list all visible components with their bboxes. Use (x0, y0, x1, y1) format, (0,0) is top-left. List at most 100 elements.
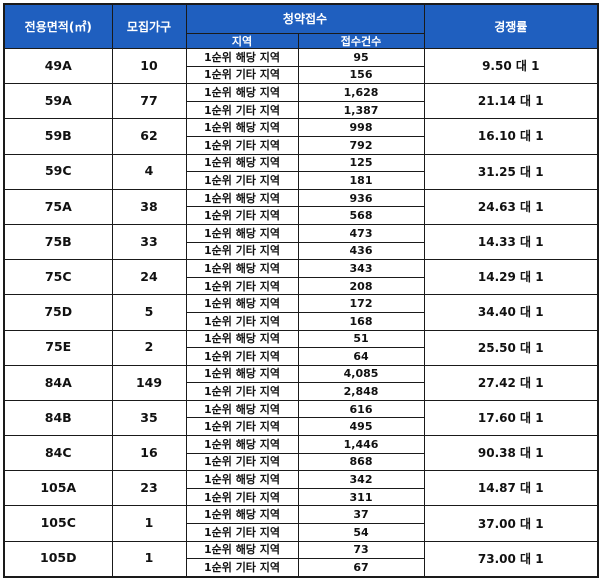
unit-type-cell: 59A (3, 83, 113, 120)
competition-rate-cell: 27.42 대 1 (423, 364, 599, 401)
table-row: 49A 10 1순위 해당 지역 95 9.50 대 1 (3, 47, 599, 85)
competition-rate-cell: 14.33 대 1 (423, 223, 599, 261)
table-row: 1순위 기타 지역 568 (4, 206, 598, 225)
count-local-cell: 51 (297, 329, 425, 349)
region-local-cell: 1순위 해당 지역 (185, 505, 299, 525)
table-row: 59C 4 1순위 해당 지역 125 31.25 대 1 (3, 153, 599, 190)
count-local-cell: 342 (297, 470, 425, 489)
competition-rate-cell: 37.00 대 1 (423, 505, 599, 542)
households-cell: 62 (111, 118, 187, 155)
region-other-cell: 1순위 기타 지역 (185, 558, 299, 578)
count-local-cell: 616 (297, 399, 425, 419)
table-row: 1순위 기타 지역 64 (4, 347, 598, 366)
count-other-cell: 181 (297, 171, 425, 190)
competition-rate-cell: 14.87 대 1 (423, 470, 599, 507)
unit-type-cell: 75D (3, 294, 113, 331)
households-cell: 23 (111, 470, 187, 507)
table-row: 105A 23 1순위 해당 지역 342 14.87 대 1 (3, 470, 599, 507)
competition-rate-cell: 9.50 대 1 (423, 47, 599, 85)
count-local-cell: 343 (297, 259, 425, 278)
households-cell: 35 (111, 399, 187, 437)
unit-type-cell: 75C (3, 259, 113, 296)
households-cell: 16 (111, 435, 187, 472)
unit-type-cell: 105D (3, 540, 113, 578)
header-applications: 접수건수 (297, 33, 425, 49)
unit-type-cell: 59B (3, 118, 113, 155)
region-local-cell: 1순위 해당 지역 (185, 48, 299, 67)
count-other-cell: 792 (297, 135, 425, 155)
unit-type-cell: 105A (3, 470, 113, 507)
region-other-cell: 1순위 기타 지역 (185, 171, 299, 190)
table-row: 59B 62 1순위 해당 지역 998 16.10 대 1 (3, 118, 599, 155)
table-row: 1순위 기타 지역 868 (4, 452, 598, 472)
region-local-cell: 1순위 해당 지역 (185, 470, 299, 489)
unit-type-cell: 75A (3, 188, 113, 225)
count-other-cell: 64 (297, 347, 425, 366)
count-other-cell: 568 (297, 206, 425, 225)
region-other-cell: 1순위 기타 지역 (185, 452, 299, 472)
count-local-cell: 125 (297, 153, 425, 173)
competition-rate-cell: 31.25 대 1 (423, 153, 599, 190)
region-local-cell: 1순위 해당 지역 (185, 329, 299, 349)
region-other-cell: 1순위 기타 지역 (185, 65, 299, 85)
count-other-cell: 1,387 (297, 100, 425, 120)
unit-type-cell: 84C (3, 435, 113, 472)
count-local-cell: 4,085 (297, 364, 425, 384)
region-other-cell: 1순위 기타 지역 (185, 347, 299, 366)
table-row: 1순위 기타 지역 156 (4, 65, 598, 85)
count-local-cell: 37 (297, 505, 425, 525)
count-local-cell: 1,446 (297, 435, 425, 454)
region-local-cell: 1순위 해당 지역 (185, 294, 299, 313)
region-local-cell: 1순위 해당 지역 (185, 188, 299, 208)
count-local-cell: 73 (297, 540, 425, 560)
households-cell: 10 (111, 47, 187, 85)
unit-type-cell: 75B (3, 223, 113, 261)
table-body: 49A 10 1순위 해당 지역 95 9.50 대 1 1순위 기타 지역 156 59A 7… (3, 47, 599, 578)
households-cell: 149 (111, 364, 187, 401)
count-other-cell: 67 (297, 558, 425, 578)
competition-rate-cell: 90.38 대 1 (423, 435, 599, 472)
table-row: 75B 33 1순위 해당 지역 473 14.33 대 1 (3, 223, 599, 261)
table-row: 1순위 기타 지역 181 (4, 171, 598, 190)
region-local-cell: 1순위 해당 지역 (185, 118, 299, 137)
header-subscription: 청약접수 (185, 3, 425, 34)
competition-rate-cell: 34.40 대 1 (423, 294, 599, 331)
count-other-cell: 868 (297, 452, 425, 472)
unit-type-cell: 49A (3, 47, 113, 85)
table-row: 59A 77 1순위 해당 지역 1,628 21.14 대 1 (3, 83, 599, 120)
region-other-cell: 1순위 기타 지역 (185, 135, 299, 155)
households-cell: 77 (111, 83, 187, 120)
households-cell: 24 (111, 259, 187, 296)
households-cell: 1 (111, 540, 187, 578)
count-local-cell: 998 (297, 118, 425, 137)
count-local-cell: 473 (297, 223, 425, 243)
table-row: 1순위 기타 지역 67 (4, 558, 598, 578)
competition-rate-cell: 17.60 대 1 (423, 399, 599, 437)
region-local-cell: 1순위 해당 지역 (185, 399, 299, 419)
unit-type-cell: 84A (3, 364, 113, 401)
table-row: 84A 149 1순위 해당 지역 4,085 27.42 대 1 (3, 364, 599, 401)
competition-rate-cell: 16.10 대 1 (423, 118, 599, 155)
region-other-cell: 1순위 기타 지역 (185, 241, 299, 261)
table-row: 84C 16 1순위 해당 지역 1,446 90.38 대 1 (3, 435, 599, 472)
competition-rate-cell: 25.50 대 1 (423, 329, 599, 366)
count-other-cell: 495 (297, 417, 425, 437)
table-row: 75E 2 1순위 해당 지역 51 25.50 대 1 (3, 329, 599, 366)
count-other-cell: 311 (297, 487, 425, 507)
count-local-cell: 95 (297, 48, 425, 67)
households-cell: 2 (111, 329, 187, 366)
households-cell: 5 (111, 294, 187, 331)
table-row: 75A 38 1순위 해당 지역 936 24.63 대 1 (3, 188, 599, 225)
region-other-cell: 1순위 기타 지역 (185, 417, 299, 437)
competition-rate-cell: 14.29 대 1 (423, 259, 599, 296)
header-region: 지역 (185, 33, 299, 49)
count-other-cell: 54 (297, 523, 425, 542)
header-households: 모집가구 (111, 3, 187, 49)
competition-rate-cell: 24.63 대 1 (423, 188, 599, 225)
households-cell: 1 (111, 505, 187, 542)
table-header: 전용면적(㎡) 모집가구 청약접수 경쟁률 지역 접수건수 (3, 3, 599, 49)
region-other-cell: 1순위 기타 지역 (185, 100, 299, 120)
count-other-cell: 208 (297, 276, 425, 296)
table-row: 1순위 기타 지역 436 (4, 241, 598, 261)
count-local-cell: 936 (297, 188, 425, 208)
